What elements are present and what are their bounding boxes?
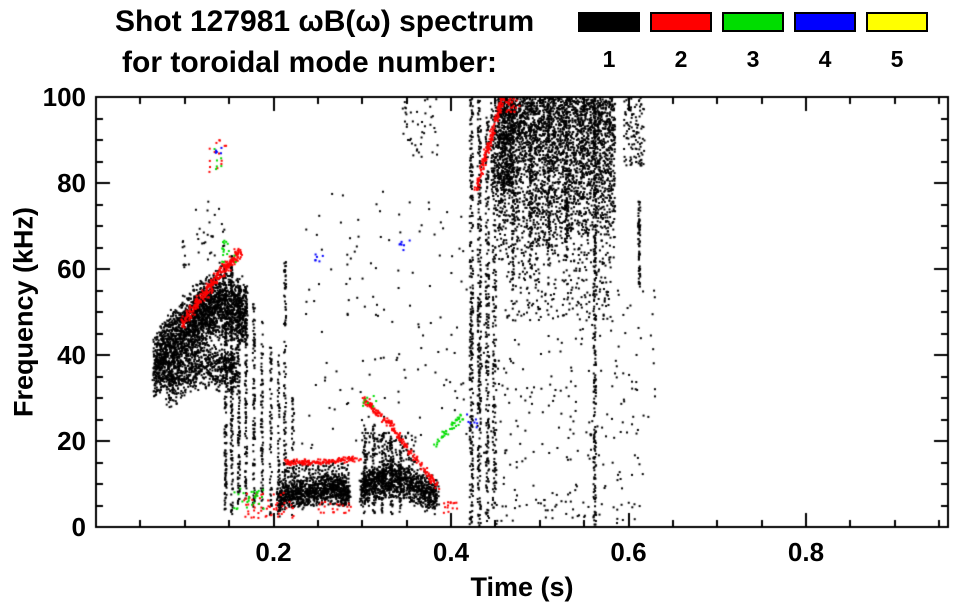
legend-mode-number: 3	[746, 46, 760, 72]
legend-item-mode-1: 1	[578, 12, 640, 73]
legend-item-mode-2: 2	[650, 12, 712, 73]
legend-mode-number: 2	[674, 46, 688, 72]
chart-subtitle: for toroidal mode number:	[122, 46, 497, 79]
chart-title: Shot 127981 ωB(ω) spectrum	[115, 5, 535, 38]
x-axis-label: Time (s)	[470, 572, 574, 602]
legend-item-mode-5: 5	[866, 12, 928, 73]
legend-swatch-mode-1	[578, 12, 640, 32]
legend-item-mode-3: 3	[722, 12, 784, 73]
legend-mode-number: 4	[818, 46, 832, 72]
legend-swatch-mode-3	[722, 12, 784, 32]
mode-legend: 1 2 3 4 5	[578, 12, 928, 73]
legend-swatch-mode-5	[866, 12, 928, 32]
legend-item-mode-4: 4	[794, 12, 856, 73]
legend-mode-number: 1	[602, 46, 616, 72]
legend-mode-number: 5	[890, 46, 904, 72]
legend-swatch-mode-2	[650, 12, 712, 32]
legend-swatch-mode-4	[794, 12, 856, 32]
y-axis-label: Frequency (kHz)	[8, 206, 39, 418]
